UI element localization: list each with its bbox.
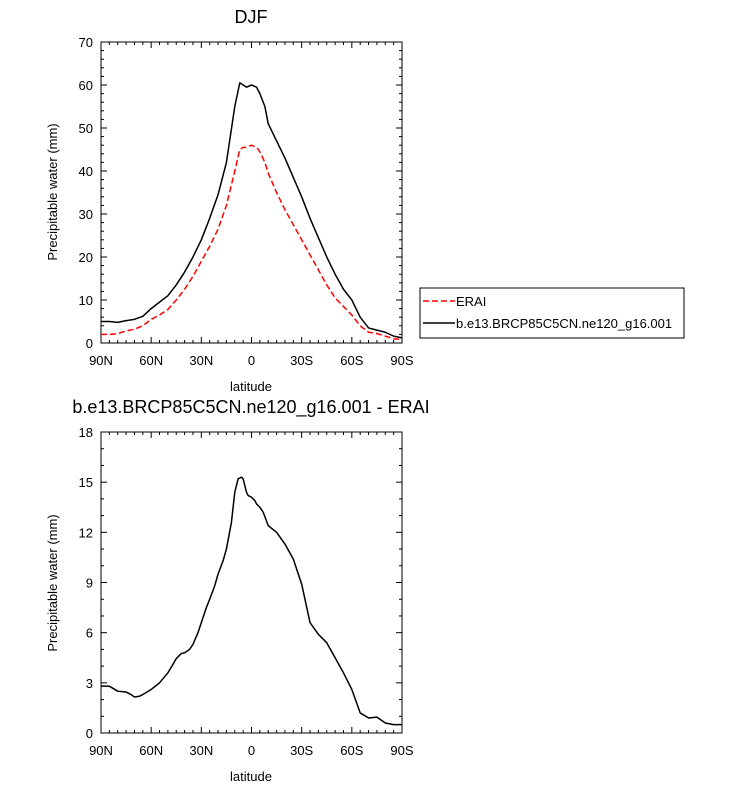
y-tick-label: 20 [79,250,93,265]
y-tick-label: 30 [79,207,93,222]
x-tick-label: 90S [390,743,413,758]
series-line-b-e13-brcp85c5cn-ne120-g16-001 [101,82,403,339]
x-axis-label: latitude [230,769,272,784]
x-tick-label: 0 [248,353,255,368]
legend-entry-model: b.e13.BRCP85C5CN.ne120_g16.001 [456,316,672,331]
legend-box [419,287,685,339]
plot-area: 90N 60N 30N 0 30S 60S 90S 0 10 20 30 40 50 60 70 [79,35,414,368]
y-tick-label: 18 [79,425,93,440]
x-tick-label: 90S [390,353,413,368]
x-axis-label: latitude [230,379,272,394]
y-tick-label: 0 [86,336,93,351]
y-tick-label: 15 [79,475,93,490]
legend: ERAI b.e13.BRCP85C5CN.ne120_g16.001 [419,287,685,339]
y-tick-label: 60 [79,78,93,93]
x-tick-label: 60N [139,743,163,758]
x-tick-label: 60S [340,743,363,758]
chart-panel-djf: DJF 90N 60N 30N 0 30S 60S 90S 0 10 20 30 40 50 60 70 l… [45,7,414,394]
x-tick-label: 0 [248,743,255,758]
chart-title: DJF [235,7,268,27]
y-tick-label: 10 [79,293,93,308]
series-line-erai [101,144,403,341]
y-axis-label: Precipitable water (mm) [45,514,60,651]
series-line-difference [101,476,402,726]
x-tick-label: 30N [189,743,213,758]
chart-title: b.e13.BRCP85C5CN.ne120_g16.001 - ERAI [72,397,429,418]
y-tick-label: 50 [79,121,93,136]
x-tick-label: 60S [340,353,363,368]
x-tick-label: 90N [89,353,113,368]
legend-entry-erai: ERAI [456,294,486,309]
plot-area: 90N 60N 30N 0 30S 60S 90S 0 3 6 9 12 15 18 [79,425,414,758]
x-tick-label: 30S [290,743,313,758]
y-tick-label: 3 [86,676,93,691]
x-tick-label: 60N [139,353,163,368]
y-tick-label: 6 [86,626,93,641]
y-tick-label: 70 [79,35,93,50]
x-tick-label: 30N [189,353,213,368]
y-tick-label: 12 [79,525,93,540]
x-tick-label: 30S [290,353,313,368]
y-tick-label: 40 [79,164,93,179]
x-tick-label: 90N [89,743,113,758]
chart-panel-difference: b.e13.BRCP85C5CN.ne120_g16.001 - ERAI 90… [45,397,430,784]
y-axis-label: Precipitable water (mm) [45,123,60,260]
y-tick-label: 9 [86,576,93,591]
y-tick-label: 0 [86,726,93,741]
